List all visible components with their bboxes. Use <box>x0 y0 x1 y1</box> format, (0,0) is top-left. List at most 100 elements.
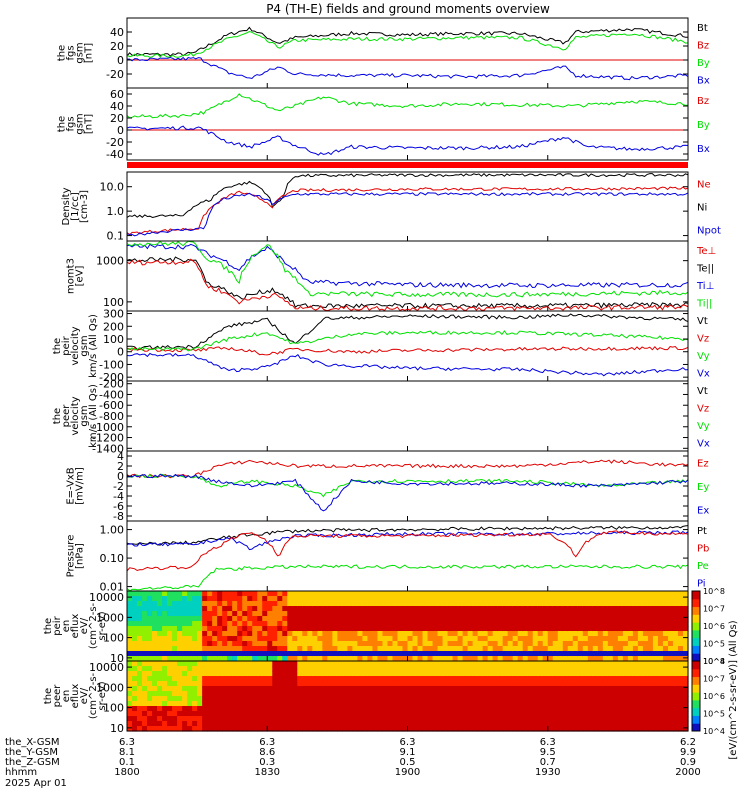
spectrogram-cell <box>297 726 303 732</box>
spectrogram-cell <box>332 591 338 597</box>
spectrogram-cell <box>447 681 454 687</box>
spectrogram-cell <box>607 716 614 722</box>
spectrogram-cell <box>612 611 619 617</box>
spectrogram-cell <box>362 616 369 622</box>
spectrogram-cell <box>492 631 499 637</box>
spectrogram-cell <box>167 626 173 632</box>
spectrogram-cell <box>622 616 629 622</box>
spectrogram-cell <box>602 686 609 692</box>
spectrogram-cell <box>237 721 243 727</box>
spectrogram-cell <box>252 591 258 597</box>
colorbar-segment <box>692 676 700 685</box>
spectrogram-cell <box>567 711 574 717</box>
spectrogram-cell <box>637 681 644 687</box>
spectrogram-cell <box>322 676 328 682</box>
spectrogram-cell <box>447 726 454 732</box>
y-tick-label: 0 <box>117 346 124 359</box>
spectrogram-cell <box>597 676 604 682</box>
spectrogram-cell <box>427 686 434 692</box>
spectrogram-cell <box>412 661 419 667</box>
spectrogram-cell <box>157 701 163 707</box>
spectrogram-cell <box>657 641 664 647</box>
spectrogram-cell <box>472 696 479 702</box>
spectrogram-cell <box>322 601 328 607</box>
spectrogram-cell <box>542 616 549 622</box>
spectrogram-cell <box>637 591 644 597</box>
y-tick-label: 20 <box>110 40 124 53</box>
spectrogram-cell <box>407 721 414 727</box>
spectrogram-cell <box>247 701 253 707</box>
spectrogram-cell <box>432 646 439 652</box>
spectrogram-cell <box>412 616 419 622</box>
spectrogram-cell <box>397 611 404 617</box>
spectrogram-cell <box>237 626 243 632</box>
y-tick-label: 0 <box>117 124 124 137</box>
spectrogram-cell <box>297 671 303 677</box>
spectrogram-cell <box>387 701 394 707</box>
spectrogram-cell <box>347 671 354 677</box>
spectrogram-cell <box>142 691 148 697</box>
spectrogram-cell <box>637 726 644 732</box>
spectrogram-cell <box>337 711 343 717</box>
spectrogram-cell <box>192 626 198 632</box>
spectrogram-cell <box>242 696 248 702</box>
spectrogram-cell <box>577 666 584 672</box>
spectrogram-cell <box>522 641 529 647</box>
spectrogram-cell <box>682 726 689 732</box>
spectrogram-cell <box>522 716 529 722</box>
spectrogram-cell <box>162 601 168 607</box>
spectrogram-cell <box>192 676 198 682</box>
spectrogram-cell <box>137 726 143 732</box>
spectrogram-cell <box>472 656 479 662</box>
spectrogram-cell <box>552 726 559 732</box>
spectrogram-cell <box>177 671 183 677</box>
spectrogram-cell <box>392 696 399 702</box>
spectrogram-cell <box>447 611 454 617</box>
spectrogram-cell <box>477 631 484 637</box>
spectrogram-cell <box>372 706 379 712</box>
spectrogram-cell <box>667 591 674 597</box>
spectrogram-cell <box>662 711 669 717</box>
spectrogram-cell <box>587 726 594 732</box>
spectrogram-cell <box>367 651 374 657</box>
spectrogram-cell <box>222 611 228 617</box>
spectrogram-cell <box>502 616 509 622</box>
x-annotation-value: 0.7 <box>540 757 556 768</box>
spectrogram-cell <box>542 666 549 672</box>
spectrogram-cell <box>562 691 569 697</box>
spectrogram-cell <box>432 696 439 702</box>
spectrogram-cell <box>277 661 283 667</box>
spectrogram-cell <box>232 686 238 692</box>
spectrogram-cell <box>267 696 273 702</box>
spectrogram-cell <box>617 676 624 682</box>
spectrogram-cell <box>497 701 504 707</box>
spectrogram-cell <box>167 606 173 612</box>
spectrogram-cell <box>272 696 278 702</box>
spectrogram-cell <box>402 601 409 607</box>
spectrogram-cell <box>602 606 609 612</box>
spectrogram-cell <box>227 676 233 682</box>
spectrogram-cell <box>147 716 153 722</box>
spectrogram-cell <box>427 716 434 722</box>
spectrogram-cell <box>372 726 379 732</box>
spectrogram-cell <box>242 671 248 677</box>
spectrogram-cell <box>242 711 248 717</box>
spectrogram-cell <box>262 601 268 607</box>
spectrogram-cell <box>242 631 248 637</box>
spectrogram-cell <box>232 671 238 677</box>
spectrogram-cell <box>152 696 158 702</box>
spectrogram-cell <box>502 641 509 647</box>
y-axis-label-line: the <box>57 116 68 132</box>
spectrogram-cell <box>622 621 629 627</box>
spectrogram-cell <box>657 596 664 602</box>
spectrogram-cell <box>382 626 389 632</box>
spectrogram-cell <box>502 661 509 667</box>
spectrogram-cell <box>232 591 238 597</box>
spectrogram-cell <box>492 671 499 677</box>
spectrogram-cell <box>542 656 549 662</box>
spectrogram-cell <box>302 601 308 607</box>
spectrogram-cell <box>607 636 614 642</box>
spectrogram-cell <box>182 681 188 687</box>
spectrogram-cell <box>212 701 218 707</box>
spectrogram-cell <box>442 666 449 672</box>
